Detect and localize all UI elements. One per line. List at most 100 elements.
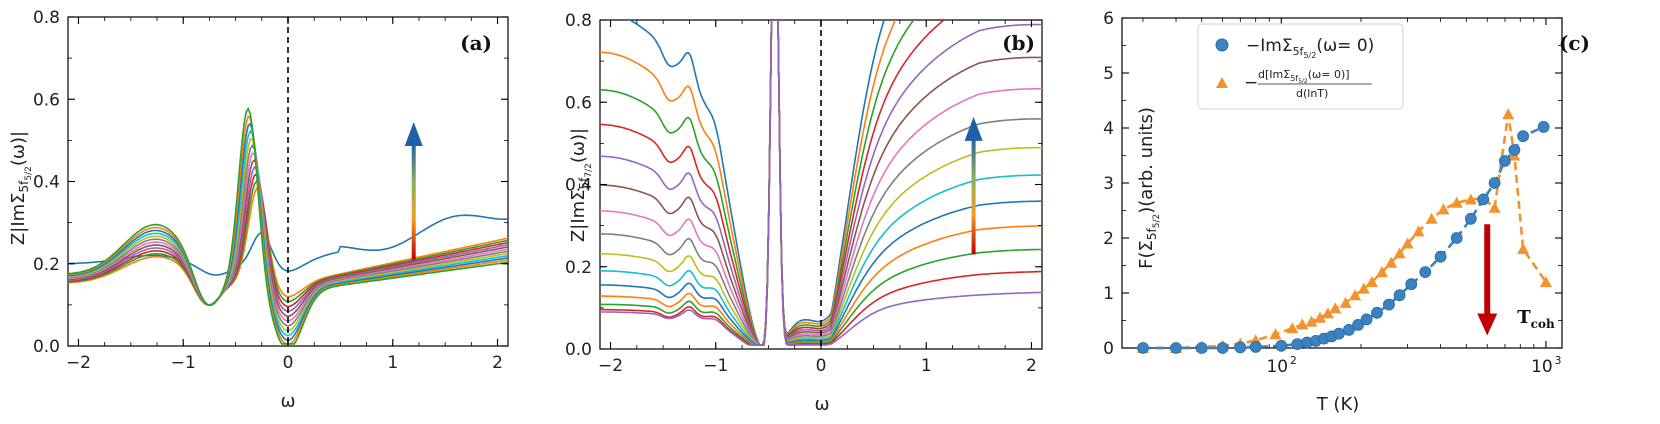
- panel-c-xlabel: T (K): [1316, 394, 1360, 415]
- panel-c-legend: −ImΣ5f5/2(ω= 0) − d[ImΣ5f5/2(ω= 0)] d(ln…: [1197, 23, 1404, 110]
- panel-a-ylabel: Z|ImΣ5f5/2(ω)|: [8, 131, 34, 245]
- panel-b-label: (b): [1002, 31, 1035, 55]
- panel-c-ytick-label: 2: [1103, 229, 1114, 249]
- panel-a-ytick-label: 0.4: [33, 173, 60, 193]
- panel-c-circle-point: [1371, 306, 1383, 319]
- panel-c-triangle-point: [1450, 196, 1463, 208]
- panel-c-arrow-shaft: [1484, 224, 1491, 316]
- panel-b-xtick-label: 2: [1026, 356, 1037, 376]
- panel-c-triangle-point: [1339, 296, 1352, 308]
- panel-c-triangle-point: [1375, 266, 1388, 278]
- panel-b-arrow-shaft: [971, 136, 976, 255]
- panel-c-circle-point: [1216, 342, 1229, 354]
- panel-c-circle-point: [1477, 193, 1490, 206]
- panel-c-circle-point: [1360, 313, 1373, 326]
- panel-c-triangle-point: [1539, 276, 1552, 287]
- panel-c-xtick-label: 10: [1266, 357, 1288, 377]
- panel-c-xtick-label: 10: [1531, 357, 1553, 377]
- panel-c-circle-point: [1499, 155, 1511, 167]
- panel-c-triangle-point: [1357, 282, 1370, 294]
- panel-c-triangle-point: [1425, 212, 1438, 224]
- panel-c-circle-point: [1275, 339, 1288, 352]
- panel-c-circle-point: [1291, 338, 1304, 351]
- panel-c-triangle-point: [1393, 247, 1406, 259]
- panel-c-triangle-point: [1305, 315, 1318, 327]
- panel-c-circle-point: [1352, 318, 1364, 331]
- panel-c-ytick-label: 1: [1103, 284, 1114, 304]
- panel-c-triangle-point: [1412, 225, 1425, 237]
- legend-circle-marker: [1215, 38, 1229, 52]
- panel-b-arrow-head: [964, 116, 983, 141]
- panel-c-triangle-point: [1349, 289, 1362, 301]
- panel-c-circle-point: [1343, 323, 1355, 336]
- panel-a-xtick-label: 2: [492, 353, 503, 373]
- panel-c-triangle-point: [1385, 256, 1398, 268]
- panel-b-xtick-label: 1: [921, 356, 932, 376]
- panel-c-xtick-exponent: 3: [1554, 354, 1561, 367]
- panel-b-series-line: [600, 20, 1042, 346]
- legend-entry-1: −ImΣ5f5/2(ω= 0): [1246, 36, 1374, 60]
- panel-c-circle-point: [1333, 327, 1345, 340]
- legend-entry-2-denominator: d(lnT): [1296, 87, 1328, 100]
- panel-a: Z|ImΣ5f5/2(ω)| ω (a) −2 −1 0 1 2 0.0 0.2 0.4 0.6…: [8, 8, 509, 412]
- panel-c-xtick-exponent: 2: [1290, 354, 1297, 367]
- panel-c-circle-point: [1393, 289, 1406, 302]
- panel-c-ytick-label: 3: [1103, 174, 1114, 194]
- panel-c-triangle-point: [1269, 328, 1282, 340]
- panel-b-ytick-label: 0.8: [565, 11, 592, 31]
- legend-entry-2-minus: −: [1244, 73, 1258, 93]
- panel-c-triangle-point: [1488, 201, 1501, 213]
- legend-entry-2-numerator: d[ImΣ5f5/2(ω= 0)]: [1258, 68, 1350, 85]
- panel-c-circle-point: [1464, 212, 1477, 225]
- panel-c-triangle-point: [1321, 307, 1334, 319]
- panel-c-tcoh-annotation: Tcoh: [1517, 307, 1555, 331]
- panel-b-series-line: [600, 20, 946, 346]
- panel-b-series-line: [600, 20, 1042, 346]
- panel-b-xlabel: ω: [814, 394, 829, 415]
- panel-c-triangle-point: [1329, 302, 1342, 314]
- panel-c-circle-point: [1405, 278, 1418, 291]
- panel-a-xtick-label: 1: [387, 353, 398, 373]
- panel-c-circle-point: [1170, 342, 1182, 354]
- panel-b-xtick-label: −2: [598, 356, 623, 376]
- panel-c-circle-point: [1517, 130, 1529, 143]
- panel-a-ytick-label: 0.2: [33, 255, 60, 275]
- panel-b-ylabel: Z|ImΣ5f7/2(ω)|: [568, 128, 594, 242]
- panel-a-ytick-label: 0.6: [33, 90, 60, 110]
- panel-c-triangle-point: [1365, 276, 1378, 287]
- panel-c-circle-point: [1383, 298, 1395, 311]
- panel-b-ytick-label: 0.6: [565, 93, 592, 113]
- panel-c-circle-point: [1234, 341, 1247, 354]
- panel-c-circle-point: [1137, 342, 1149, 354]
- panel-c-triangle-point: [1502, 108, 1515, 120]
- panel-c-ytick-label: 0: [1103, 339, 1114, 359]
- panel-a-arrow-shaft: [411, 142, 416, 260]
- panel-a-xtick-label: −1: [171, 353, 196, 373]
- panel-c-circle-point: [1434, 250, 1447, 263]
- panel-c-circle-point: [1419, 266, 1432, 279]
- panel-c-triangle-point: [1437, 203, 1450, 215]
- panel-c-circle-point: [1195, 342, 1208, 354]
- panel-b-xtick-label: 0: [816, 356, 827, 376]
- panel-c-triangle-point: [1517, 243, 1530, 254]
- panel-c-triangle-point: [1296, 318, 1309, 330]
- panel-a-label: (a): [460, 31, 492, 55]
- panel-c-triangle-point: [1313, 311, 1326, 323]
- panel-b-series-line: [600, 20, 1042, 346]
- panel-a-xtick-label: 0: [283, 353, 294, 373]
- panel-c-arrow-head: [1477, 313, 1498, 336]
- panel-c-ytick-label: 5: [1103, 64, 1114, 84]
- panel-a-ytick-label: 0.0: [33, 337, 60, 357]
- panel-c-circle-point: [1450, 232, 1463, 244]
- panel-a-xtick-label: −2: [66, 353, 91, 373]
- panel-a-ytick-label: 0.8: [33, 8, 60, 28]
- panel-c-circle-point: [1537, 121, 1550, 133]
- panel-b-ytick-label: 0.4: [565, 176, 592, 196]
- panel-c-triangle-point: [1286, 322, 1299, 334]
- legend-triangle-marker: [1216, 77, 1228, 88]
- panel-c-circle-point: [1508, 144, 1521, 156]
- panel-b-ytick-label: 0.0: [565, 340, 592, 360]
- panel-a-series-line: [68, 173, 508, 308]
- panel-c-triangle-point: [1464, 193, 1477, 205]
